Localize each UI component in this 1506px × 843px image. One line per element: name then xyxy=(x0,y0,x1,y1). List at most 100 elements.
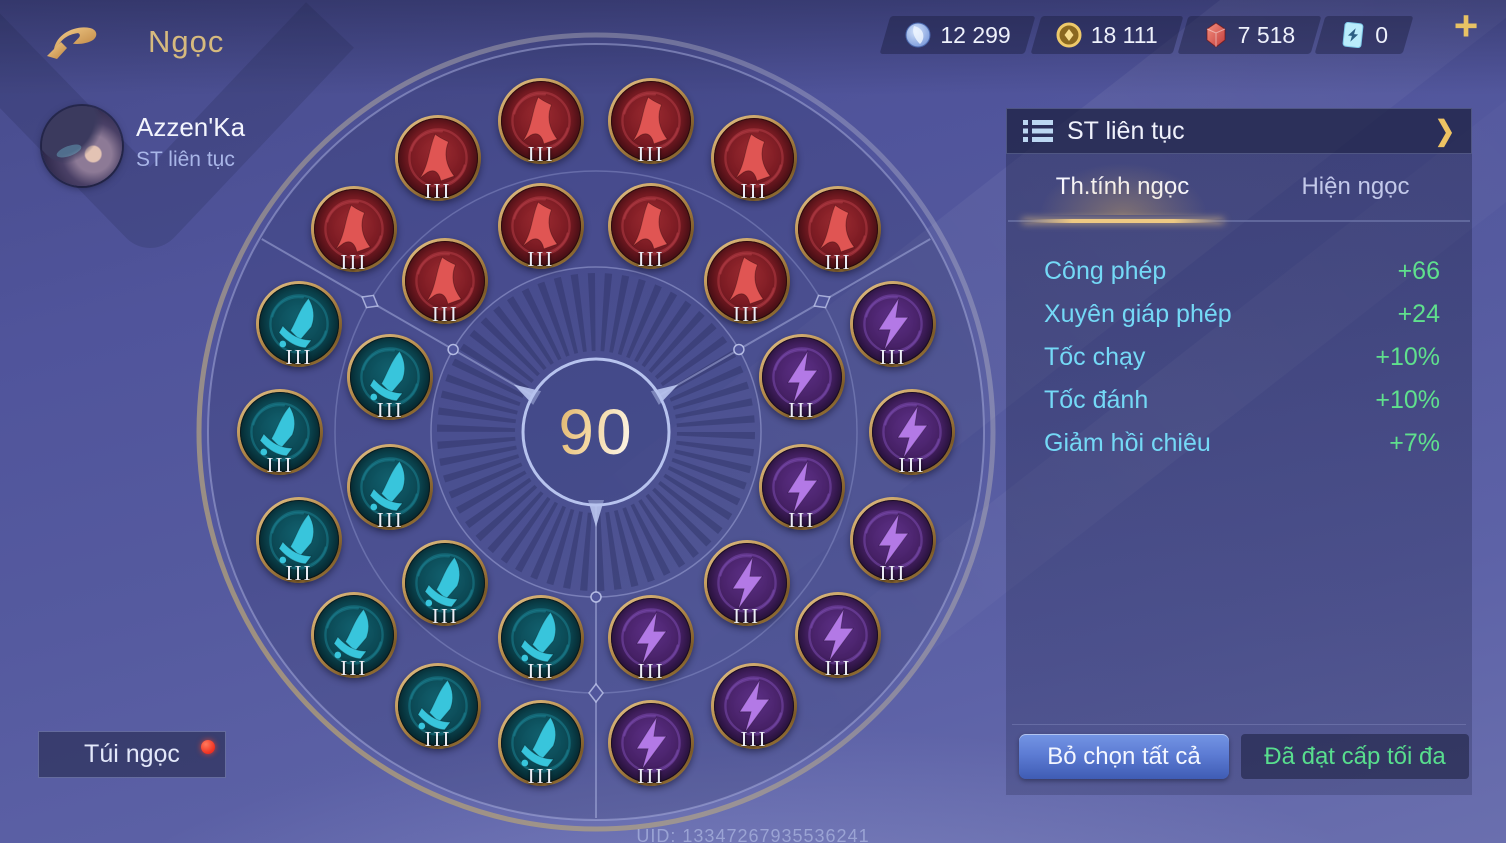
gem-icon xyxy=(240,392,320,472)
dagger-icon xyxy=(333,608,370,660)
rune-wheel xyxy=(196,32,996,832)
add-currency-button[interactable]: + xyxy=(1453,2,1479,49)
gem-icon xyxy=(706,241,787,322)
notification-dot xyxy=(201,740,215,754)
dagger-icon xyxy=(278,513,315,565)
attack-rune-icon xyxy=(522,96,559,145)
attack-rune-icon xyxy=(728,256,764,305)
gem-level-label: III xyxy=(527,141,555,166)
currency-ticket[interactable]: 0 xyxy=(1320,16,1408,54)
gem-slot-teal[interactable]: III xyxy=(256,280,343,369)
gem-slot-red[interactable]: III xyxy=(395,115,481,204)
gem-icon xyxy=(611,597,692,678)
lightning-icon xyxy=(877,514,910,567)
stat-row: Tốc chạy +10% xyxy=(1044,336,1440,379)
dagger-icon xyxy=(278,297,315,349)
gem-slot-red[interactable]: III xyxy=(497,183,584,271)
attack-rune-icon xyxy=(419,133,455,182)
sector-spoke xyxy=(588,500,604,818)
gem-level-label: III xyxy=(824,249,852,274)
gem-slot-teal[interactable]: III xyxy=(237,389,323,477)
gem-slot-red[interactable]: III xyxy=(711,115,797,204)
stat-label: Tốc chạy xyxy=(1044,343,1146,371)
attack-rune-icon xyxy=(632,96,668,145)
gem-slot-purple[interactable]: III xyxy=(607,700,694,789)
gem-slot-red[interactable]: III xyxy=(608,183,695,271)
currency-bar: 12 299 18 111 7 518 0 xyxy=(885,16,1408,54)
gem-slot-teal[interactable]: III xyxy=(497,594,584,683)
gem-icon xyxy=(350,336,431,417)
gem-slot-purple[interactable]: III xyxy=(608,594,695,683)
gem-icon xyxy=(313,188,394,269)
gem-slot-teal[interactable]: III xyxy=(310,592,397,680)
gem-slot-purple[interactable]: III xyxy=(849,280,936,369)
gem-level-label: III xyxy=(431,302,459,327)
gem-level-label: III xyxy=(637,764,665,789)
currency-value: 12 299 xyxy=(940,21,1011,48)
gem-slot-teal[interactable]: III xyxy=(256,497,343,586)
active-tab-indicator xyxy=(1022,219,1224,223)
rune-page-selector[interactable]: ST liên tục ❯ xyxy=(1006,108,1472,154)
gem-slot-purple[interactable]: III xyxy=(869,389,955,477)
max-level-button[interactable]: Đã đạt cấp tối đa xyxy=(1241,734,1469,779)
list-icon xyxy=(1023,120,1053,142)
gem-slot-purple[interactable]: III xyxy=(758,444,845,533)
dagger-icon xyxy=(520,716,557,768)
stat-value: +24 xyxy=(1397,300,1440,328)
tab-label: Hiện ngọc xyxy=(1301,173,1410,200)
gem-slot-red[interactable]: III xyxy=(498,77,585,166)
gem-slot-red[interactable]: III xyxy=(703,238,790,326)
gem-icon xyxy=(500,186,581,267)
gem-level-label: III xyxy=(879,344,907,369)
gem-level-label: III xyxy=(285,561,313,586)
player-preset-label: ST liên tục xyxy=(136,148,235,171)
gem-slot-red[interactable]: III xyxy=(607,77,694,166)
gem-icon xyxy=(714,118,794,199)
tab-underline xyxy=(1008,219,1470,223)
gem-slot-purple[interactable]: III xyxy=(758,333,845,422)
gem-slot-red[interactable]: III xyxy=(310,185,397,274)
currency-gold-coin[interactable]: 18 111 xyxy=(1036,16,1178,54)
stat-value: +66 xyxy=(1397,257,1440,285)
lightning-icon xyxy=(786,350,818,403)
gem-level-label: III xyxy=(424,179,452,204)
gem-icon xyxy=(852,283,933,364)
stat-label: Giảm hồi chiêu xyxy=(1044,429,1211,457)
stat-value: +10% xyxy=(1375,343,1440,371)
panel-tabs: Th.tính ngọc Hiện ngọc xyxy=(1006,154,1472,220)
tab-rune-stats[interactable]: Th.tính ngọc xyxy=(1006,163,1239,215)
gem-slot-teal[interactable]: III xyxy=(395,662,481,751)
avatar-art xyxy=(42,106,106,164)
dagger-icon xyxy=(424,556,461,607)
gem-icon xyxy=(706,542,787,623)
gem-icon xyxy=(714,665,794,746)
gem-slot-purple[interactable]: III xyxy=(703,539,790,628)
gem-slot-purple[interactable]: III xyxy=(795,592,882,680)
gem-slot-teal[interactable]: III xyxy=(347,444,434,532)
gem-icon xyxy=(798,188,879,269)
gem-level-label: III xyxy=(788,508,816,533)
dagger-icon xyxy=(417,679,454,730)
avatar[interactable] xyxy=(42,106,122,186)
gem-icon xyxy=(798,595,879,676)
attack-rune-icon xyxy=(522,201,558,250)
deselect-all-button[interactable]: Bỏ chọn tất cả xyxy=(1019,734,1229,779)
gem-slot-red[interactable]: III xyxy=(795,185,882,274)
tab-show-runes[interactable]: Hiện ngọc xyxy=(1239,173,1472,201)
gem-slot-purple[interactable]: III xyxy=(711,662,797,751)
gem-slot-teal[interactable]: III xyxy=(402,539,489,628)
gem-slot-teal[interactable]: III xyxy=(498,700,585,788)
currency-blue-coin[interactable]: 12 299 xyxy=(885,16,1030,54)
gem-slot-purple[interactable]: III xyxy=(849,497,936,585)
panel-divider xyxy=(1012,724,1466,725)
currency-value: 0 xyxy=(1375,21,1388,48)
currency-red-gem[interactable]: 7 518 xyxy=(1183,16,1316,54)
gem-slot-teal[interactable]: III xyxy=(347,333,434,422)
rune-bag-button[interactable]: Túi ngọc xyxy=(38,731,226,778)
gem-slot-red[interactable]: III xyxy=(402,238,489,327)
stats-list: Công phép +66 Xuyên giáp phép +24 Tốc ch… xyxy=(1006,222,1472,465)
gem-level-label: III xyxy=(740,179,768,204)
back-button[interactable] xyxy=(42,22,106,66)
lightning-icon xyxy=(896,406,929,458)
